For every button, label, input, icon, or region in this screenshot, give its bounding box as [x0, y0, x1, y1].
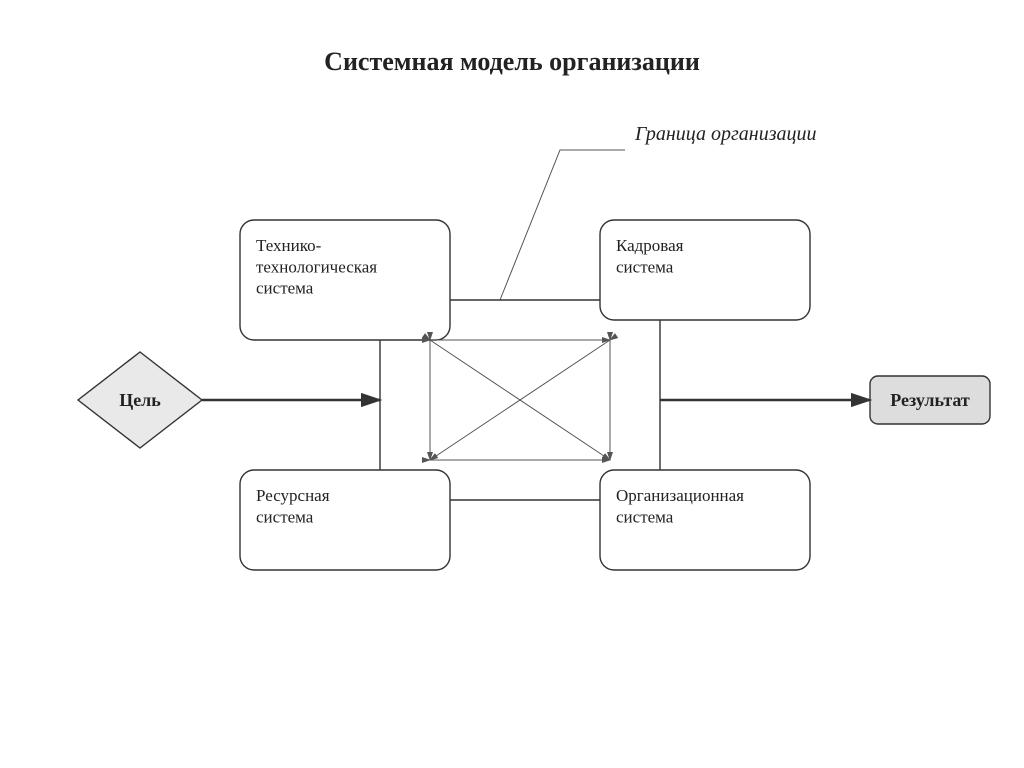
box-org-label: Организационная [616, 486, 744, 505]
box-cadres-label: система [616, 257, 674, 276]
box-techno-label: система [256, 279, 314, 298]
goal-label: Цель [119, 390, 161, 410]
boundary-label: Граница организации [634, 123, 817, 145]
diagram-canvas: Системная модель организации Граница орга… [0, 0, 1024, 768]
result-label: Результат [890, 390, 970, 410]
diagram-title: Системная модель организации [324, 47, 700, 76]
box-resource-label: Ресурсная [256, 486, 330, 505]
box-org-label: система [616, 507, 674, 526]
box-cadres-label: Кадровая [616, 236, 684, 255]
box-techno-label: Технико- [256, 236, 322, 255]
box-resource-label: система [256, 507, 314, 526]
box-techno-label: технологическая [256, 257, 377, 276]
